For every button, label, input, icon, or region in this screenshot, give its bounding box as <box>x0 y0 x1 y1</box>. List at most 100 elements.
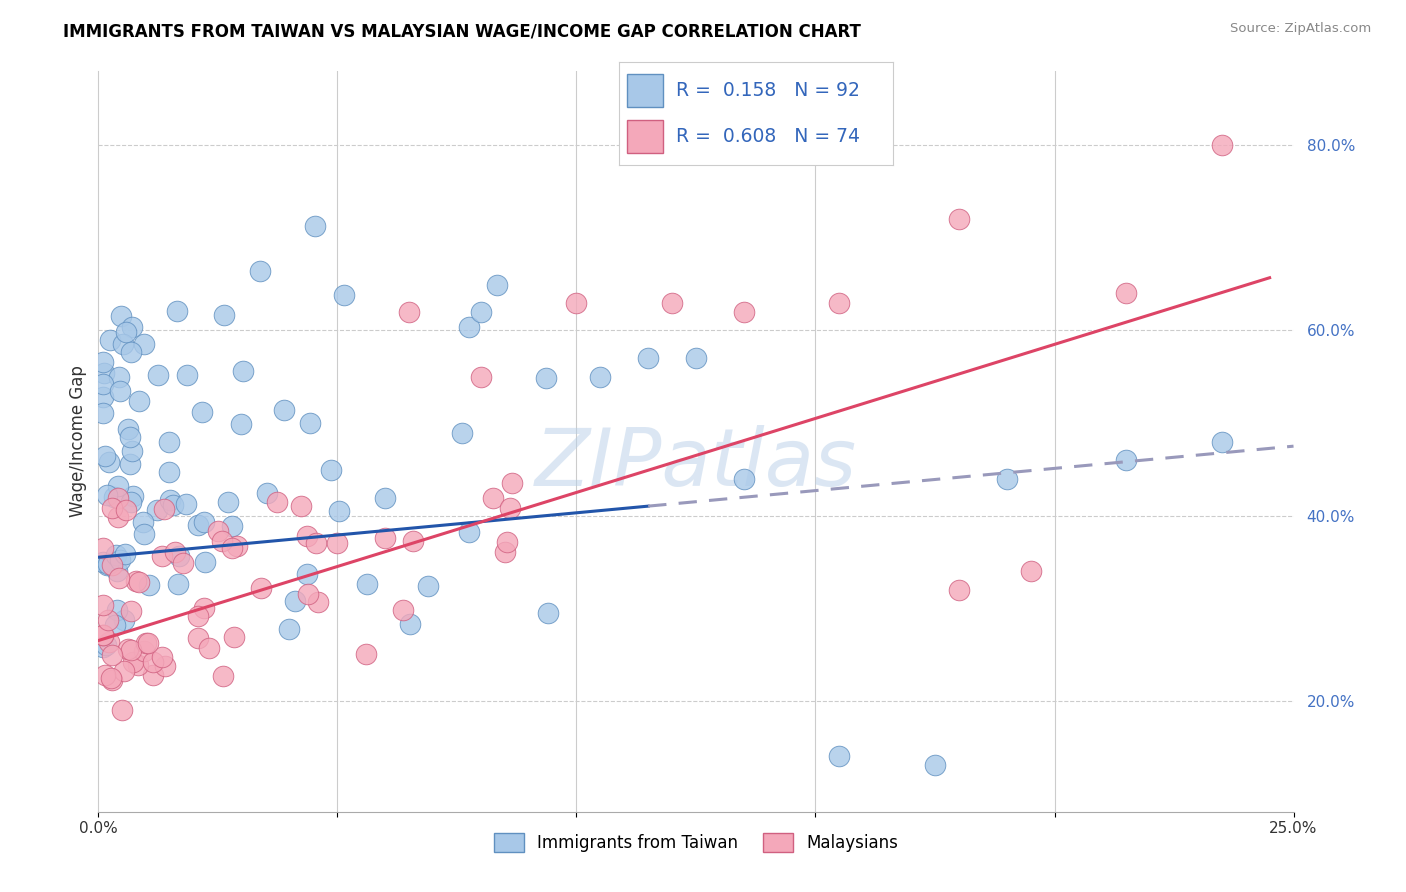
Point <box>828 749 851 764</box>
Point <box>374 491 396 505</box>
Point <box>374 531 396 545</box>
Point <box>534 371 557 385</box>
Point <box>356 647 378 661</box>
Point <box>97 558 120 572</box>
Point <box>217 495 239 509</box>
Point <box>108 553 131 567</box>
Legend: Immigrants from Taiwan, Malaysians: Immigrants from Taiwan, Malaysians <box>486 826 905 859</box>
Point <box>104 548 127 562</box>
Point <box>166 303 188 318</box>
Point <box>121 320 143 334</box>
Point <box>307 595 329 609</box>
Point <box>118 457 141 471</box>
Point <box>118 430 141 444</box>
Point <box>187 517 209 532</box>
Point <box>136 636 159 650</box>
Point <box>165 545 187 559</box>
Point <box>138 578 160 592</box>
Point <box>146 368 169 382</box>
Point <box>142 668 165 682</box>
Point <box>326 536 349 550</box>
Point <box>117 422 139 436</box>
Point <box>402 534 425 549</box>
Point <box>485 277 508 292</box>
Point <box>661 295 683 310</box>
Point <box>134 644 156 658</box>
Point <box>107 370 129 384</box>
Point <box>111 703 134 717</box>
Point <box>187 631 209 645</box>
Point <box>1019 564 1042 578</box>
Point <box>108 571 131 585</box>
Point <box>153 502 176 516</box>
Point <box>356 577 378 591</box>
Point <box>193 600 215 615</box>
Point <box>157 435 180 450</box>
Point <box>226 539 249 553</box>
Point <box>146 503 169 517</box>
Point <box>96 487 118 501</box>
Point <box>93 628 115 642</box>
Point <box>104 618 127 632</box>
Point <box>94 668 117 682</box>
Point <box>120 604 142 618</box>
Point <box>122 489 145 503</box>
Point <box>97 635 120 649</box>
Point <box>501 475 523 490</box>
Point <box>167 549 190 563</box>
Point <box>159 493 181 508</box>
Point <box>392 603 415 617</box>
Point <box>105 564 128 578</box>
Point <box>105 603 128 617</box>
Point <box>416 579 439 593</box>
Point <box>458 524 481 539</box>
Point <box>277 622 299 636</box>
Point <box>120 643 142 657</box>
Point <box>167 576 190 591</box>
Point <box>91 376 114 391</box>
Point <box>96 638 118 652</box>
Point <box>142 655 165 669</box>
Point <box>470 369 492 384</box>
Point <box>150 549 173 563</box>
Point <box>100 671 122 685</box>
Point <box>91 555 114 569</box>
Point <box>499 501 522 516</box>
Point <box>399 616 422 631</box>
Point <box>107 491 129 505</box>
Point <box>120 495 142 509</box>
Point <box>127 658 149 673</box>
Point <box>91 390 114 404</box>
Point <box>128 575 150 590</box>
Point <box>948 582 970 597</box>
Point <box>231 417 253 431</box>
Point <box>222 630 245 644</box>
Point <box>207 524 229 538</box>
Point <box>91 541 114 555</box>
Point <box>537 606 560 620</box>
Point <box>398 305 420 319</box>
Point <box>273 402 295 417</box>
Point <box>98 333 121 347</box>
Point <box>295 566 318 581</box>
Point <box>112 664 135 678</box>
Point <box>115 503 138 517</box>
Point <box>457 319 479 334</box>
Point <box>221 541 243 555</box>
Point <box>101 648 124 662</box>
Point <box>157 465 180 479</box>
Point <box>117 642 139 657</box>
Point <box>132 527 155 541</box>
Point <box>995 471 1018 485</box>
Point <box>256 486 278 500</box>
Point <box>100 673 122 687</box>
Point <box>112 614 135 628</box>
Point <box>124 574 146 588</box>
Point <box>733 471 755 485</box>
Point <box>828 295 851 310</box>
Y-axis label: Wage/Income Gap: Wage/Income Gap <box>69 366 87 517</box>
Point <box>128 394 150 409</box>
Point <box>948 212 970 227</box>
Point <box>214 308 236 322</box>
Point <box>283 594 305 608</box>
